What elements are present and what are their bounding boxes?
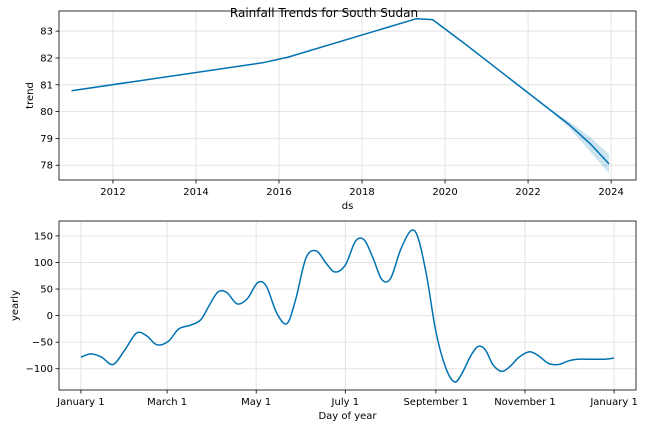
y-axis-label: trend: [25, 82, 36, 109]
y-tick-label: 79: [40, 134, 53, 145]
x-tick-label: January 1: [56, 397, 104, 408]
x-tick-label: 2014: [183, 187, 208, 198]
y-tick-label: −100: [26, 364, 53, 375]
figure-title: Rainfall Trends for South Sudan: [229, 6, 419, 20]
x-tick-label: 2016: [266, 187, 291, 198]
y-tick-label: 82: [40, 53, 53, 64]
x-tick-label: 2018: [349, 187, 374, 198]
x-axis-label: Day of year: [318, 411, 377, 422]
y-tick-label: 80: [40, 107, 53, 118]
y-tick-label: 150: [34, 231, 53, 242]
series-line-yearly: [80, 229, 615, 383]
y-axis-label: yearly: [10, 290, 21, 321]
y-tick-label: −50: [32, 338, 53, 349]
y-tick-label: 81: [40, 80, 53, 91]
plot-frame: [58, 220, 637, 391]
x-tick-label: 2022: [515, 187, 540, 198]
x-tick-label: May 1: [241, 397, 271, 408]
series-line-trend: [71, 18, 610, 165]
y-tick-label: 0: [47, 311, 53, 322]
chart-panel-2: [55, 220, 637, 394]
y-tick-label: 50: [40, 285, 53, 296]
x-tick-label: July 1: [331, 397, 360, 408]
x-tick-label: March 1: [147, 397, 187, 408]
y-tick-label: 83: [40, 27, 53, 38]
x-axis-label: ds: [342, 201, 354, 212]
plot-frame: [58, 10, 637, 181]
x-tick-label: November 1: [494, 397, 556, 408]
x-tick-label: 2024: [598, 187, 623, 198]
y-tick-label: 100: [34, 258, 53, 269]
x-tick-label: 2020: [432, 187, 457, 198]
chart-panel-1: [55, 10, 637, 184]
x-tick-label: 2012: [100, 187, 125, 198]
x-tick-label: January 1: [589, 397, 637, 408]
y-tick-label: 78: [40, 161, 53, 172]
x-tick-label: September 1: [403, 397, 468, 408]
